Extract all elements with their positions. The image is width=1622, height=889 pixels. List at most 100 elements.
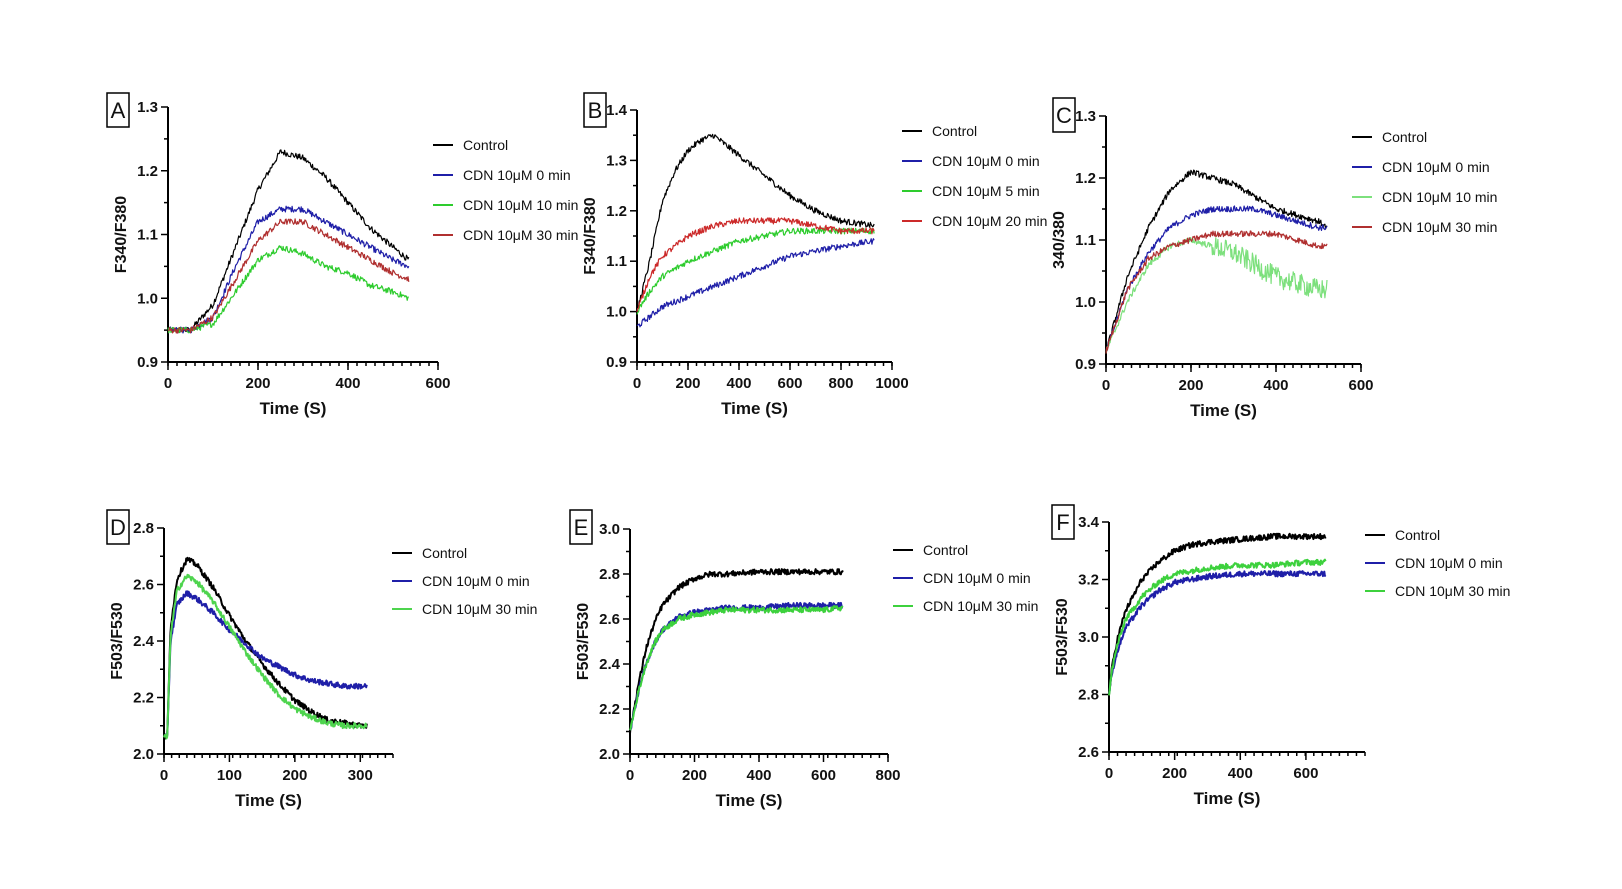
y-tick-label: 2.2 [133,690,154,707]
series-line-cdn-10-m-0-min [163,590,368,738]
y-axis-label: F340/F380 [582,197,599,274]
legend-entry: CDN 10μM 0 min [463,167,571,183]
x-axis-label: Time (S) [1190,401,1257,420]
y-tick-label: 1.2 [606,203,627,220]
x-tick-label: 0 [633,375,641,392]
panel-d: D 0 100 200 300 2.0 2.2 2.4 2.6 2.8 F503/F530 Time … [106,509,537,810]
legend-entry: CDN 10μM 30 min [463,227,578,243]
y-tick-label: 2.8 [599,566,620,583]
legend-entry: CDN 10μM 5 min [932,183,1040,199]
panel-letter: E [574,515,589,540]
series-line-cdn-10-m-30-min [1105,230,1328,354]
legend-entry: CDN 10μM 0 min [1382,159,1490,175]
y-tick-label: 1.2 [137,163,158,180]
x-tick-label: 200 [1162,765,1187,782]
x-tick-label: 800 [828,375,853,392]
y-axis-label: F340/F380 [113,196,130,273]
legend-entry: Control [1395,527,1440,543]
series-line-control [629,568,844,734]
y-tick-label: 2.6 [1078,744,1099,761]
y-tick-label: 2.6 [599,611,620,628]
x-tick-label: 400 [335,375,360,392]
x-tick-label: 400 [726,375,751,392]
y-tick-label: 1.3 [137,99,158,116]
y-tick-label: 2.8 [133,520,154,537]
series-line-cdn-10-m-0-min [1108,570,1327,694]
x-tick-label: 0 [626,767,634,784]
panel-letter: C [1056,103,1072,128]
legend-entry: CDN 10μM 10 min [463,197,578,213]
y-tick-label: 2.4 [133,633,155,650]
x-axis-label: Time (S) [721,399,788,418]
y-tick-label: 2.0 [133,746,154,763]
panel-letter: B [588,98,603,123]
y-tick-label: 2.6 [133,577,154,594]
y-tick-label: 1.4 [606,102,628,119]
x-tick-label: 0 [1105,765,1113,782]
x-tick-label: 600 [811,767,836,784]
legend-entry: CDN 10μM 20 min [932,213,1047,229]
panel-letter-box [1051,504,1075,540]
y-tick-label: 0.9 [137,354,158,371]
y-tick-label: 3.0 [599,521,620,538]
series-line-control [163,556,368,740]
series-line-control [636,133,875,310]
legend-entry: CDN 10μM 10 min [1382,189,1497,205]
x-axis-label: Time (S) [1194,789,1261,808]
x-tick-label: 300 [348,767,373,784]
y-tick-label: 1.0 [1075,294,1096,311]
x-tick-label: 800 [875,767,900,784]
y-tick-label: 2.2 [599,701,620,718]
y-tick-label: 2.8 [1078,687,1099,704]
x-tick-label: 600 [1293,765,1318,782]
series-line-cdn-10-m-0-min [629,601,844,731]
legend-entry: CDN 10μM 30 min [923,598,1038,614]
legend-entry: Control [932,123,977,139]
y-tick-label: 0.9 [606,354,627,371]
x-tick-label: 200 [245,375,270,392]
legend-entry: CDN 10μM 0 min [422,573,530,589]
x-tick-label: 400 [746,767,771,784]
series-line-control [1108,532,1327,696]
x-tick-label: 600 [425,375,450,392]
legend-entry: Control [923,542,968,558]
panel-letter-box [106,92,130,128]
series-line-cdn-10-m-30-min [1108,558,1327,696]
panel-letter-box [569,509,593,545]
y-axis-label: 340/380 [1051,211,1068,269]
x-tick-label: 0 [164,375,172,392]
x-tick-label: 600 [1348,377,1373,394]
x-tick-label: 200 [675,375,700,392]
x-tick-label: 100 [217,767,242,784]
x-axis-label: Time (S) [260,399,327,418]
series-line-cdn-10-m-30-min [167,218,410,334]
x-tick-label: 200 [282,767,307,784]
panel-letter: A [111,98,126,123]
x-tick-label: 600 [777,375,802,392]
x-tick-label: 0 [160,767,168,784]
x-tick-label: 200 [682,767,707,784]
series-line-cdn-10-m-10-min [1105,237,1328,354]
y-tick-label: 1.1 [1075,232,1096,249]
series-line-cdn-10-m-30-min [629,605,844,731]
y-tick-label: 1.3 [1075,108,1096,125]
series-line-cdn-10-m-0-min [636,238,875,328]
x-tick-label: 400 [1228,765,1253,782]
series-line-cdn-10-m-0-min [167,205,410,334]
panel-letter: F [1056,510,1069,535]
x-tick-label: 400 [1263,377,1288,394]
x-tick-label: 200 [1178,377,1203,394]
y-tick-label: 3.4 [1078,514,1100,531]
legend-entry: CDN 10μM 0 min [923,570,1031,586]
series-line-cdn-10-m-20-min [636,217,875,312]
y-tick-label: 1.2 [1075,170,1096,187]
legend-entry: CDN 10μM 0 min [1395,555,1503,571]
y-tick-label: 1.1 [137,227,158,244]
legend-entry: CDN 10μM 30 min [422,601,537,617]
panel-e: E 0 200 400 600 800 2.0 2.2 2.4 2.6 2.8 3.0 F503/F53… [569,509,1038,810]
panel-letter: D [110,515,126,540]
legend-entry: CDN 10μM 0 min [932,153,1040,169]
x-tick-label: 1000 [875,375,908,392]
y-tick-label: 1.0 [137,290,158,307]
